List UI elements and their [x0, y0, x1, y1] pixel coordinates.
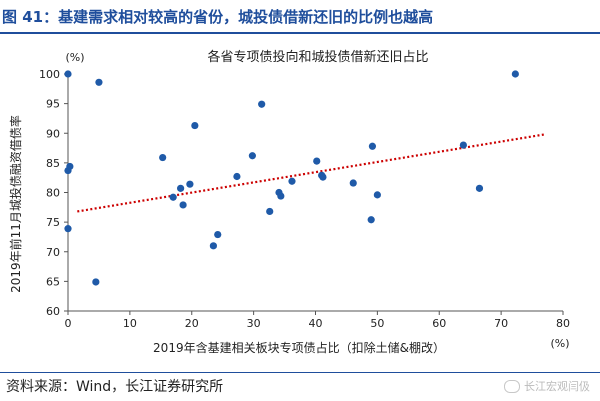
trend-layer — [77, 133, 545, 213]
data-point — [64, 225, 72, 233]
y-tick-label: 60 — [46, 305, 60, 318]
figure-header: 图 41：基建需求相对较高的省份，城投债借新还旧的比例也越高 — [0, 0, 600, 32]
data-point — [209, 242, 218, 250]
x-tick-label: 40 — [309, 317, 323, 330]
x-tick-label: 60 — [432, 317, 446, 330]
data-point — [159, 153, 167, 162]
x-tick-label: 70 — [494, 317, 508, 330]
data-point — [191, 121, 199, 130]
data-point — [214, 230, 222, 239]
y-tick-label: 85 — [46, 157, 60, 170]
y-tick-label: 65 — [46, 275, 60, 288]
y-tick-label: 90 — [46, 127, 60, 140]
ticks-layer: 0 10 20 30 40 50 60 70 80 60 65 70 75 80 85 90 95 100 — [39, 68, 570, 330]
data-point — [179, 201, 187, 209]
data-point — [92, 278, 100, 286]
data-point — [319, 173, 327, 181]
trendline — [77, 133, 545, 213]
data-point — [373, 191, 381, 199]
data-point — [288, 177, 296, 185]
data-point — [248, 152, 256, 160]
data-point — [64, 70, 72, 78]
data-point — [368, 142, 377, 150]
y-tick-label: 95 — [46, 98, 60, 111]
footer-rule — [0, 372, 600, 373]
watermark-text: 长江宏观闫伋 — [524, 380, 590, 393]
x-unit-label: (%) — [550, 337, 569, 350]
x-tick-label: 20 — [185, 317, 199, 330]
data-point — [277, 192, 285, 200]
chart-title: 各省专项债投向和城投债借新还旧占比 — [207, 49, 428, 65]
data-point — [511, 70, 519, 78]
data-point — [459, 141, 467, 149]
y-tick-label: 75 — [46, 216, 60, 229]
data-point — [95, 78, 103, 86]
y-axis-label: 2019年前11月城投债融资借债率 — [8, 115, 23, 293]
points-layer — [64, 70, 519, 286]
data-point — [258, 100, 266, 108]
y-tick-label: 100 — [39, 68, 60, 81]
watermark: 长江宏观闫伋 — [504, 378, 590, 394]
x-tick-label: 80 — [556, 317, 570, 330]
data-point — [266, 207, 274, 216]
data-point — [64, 166, 72, 175]
data-point — [169, 193, 177, 201]
x-tick-label: 50 — [370, 317, 384, 330]
scatter-chart: 0 10 20 30 40 50 60 70 80 60 65 70 75 80 85 90 95 100 各省专… — [8, 49, 570, 355]
data-point — [177, 184, 185, 192]
y-unit-label: (%) — [65, 51, 84, 64]
x-tick-label: 30 — [247, 317, 261, 330]
figure-title: 图 41：基建需求相对较高的省份，城投债借新还旧的比例也越高 — [2, 7, 434, 26]
source-note: 资料来源：Wind，长江证券研究所 — [6, 379, 224, 395]
data-point — [367, 216, 375, 224]
axes-layer — [67, 74, 563, 312]
data-point — [313, 157, 321, 165]
wechat-icon — [504, 379, 520, 393]
x-tick-label: 0 — [65, 317, 72, 330]
y-tick-label: 70 — [46, 246, 60, 259]
data-point — [475, 184, 484, 192]
x-axis-label: 2019年含基建相关板块专项债占比（扣除土储&棚改） — [153, 340, 445, 355]
data-point — [186, 180, 194, 188]
header-rule — [0, 32, 600, 34]
data-point — [233, 172, 241, 181]
data-point — [349, 179, 357, 187]
y-tick-label: 80 — [46, 187, 60, 200]
x-tick-label: 10 — [123, 317, 137, 330]
